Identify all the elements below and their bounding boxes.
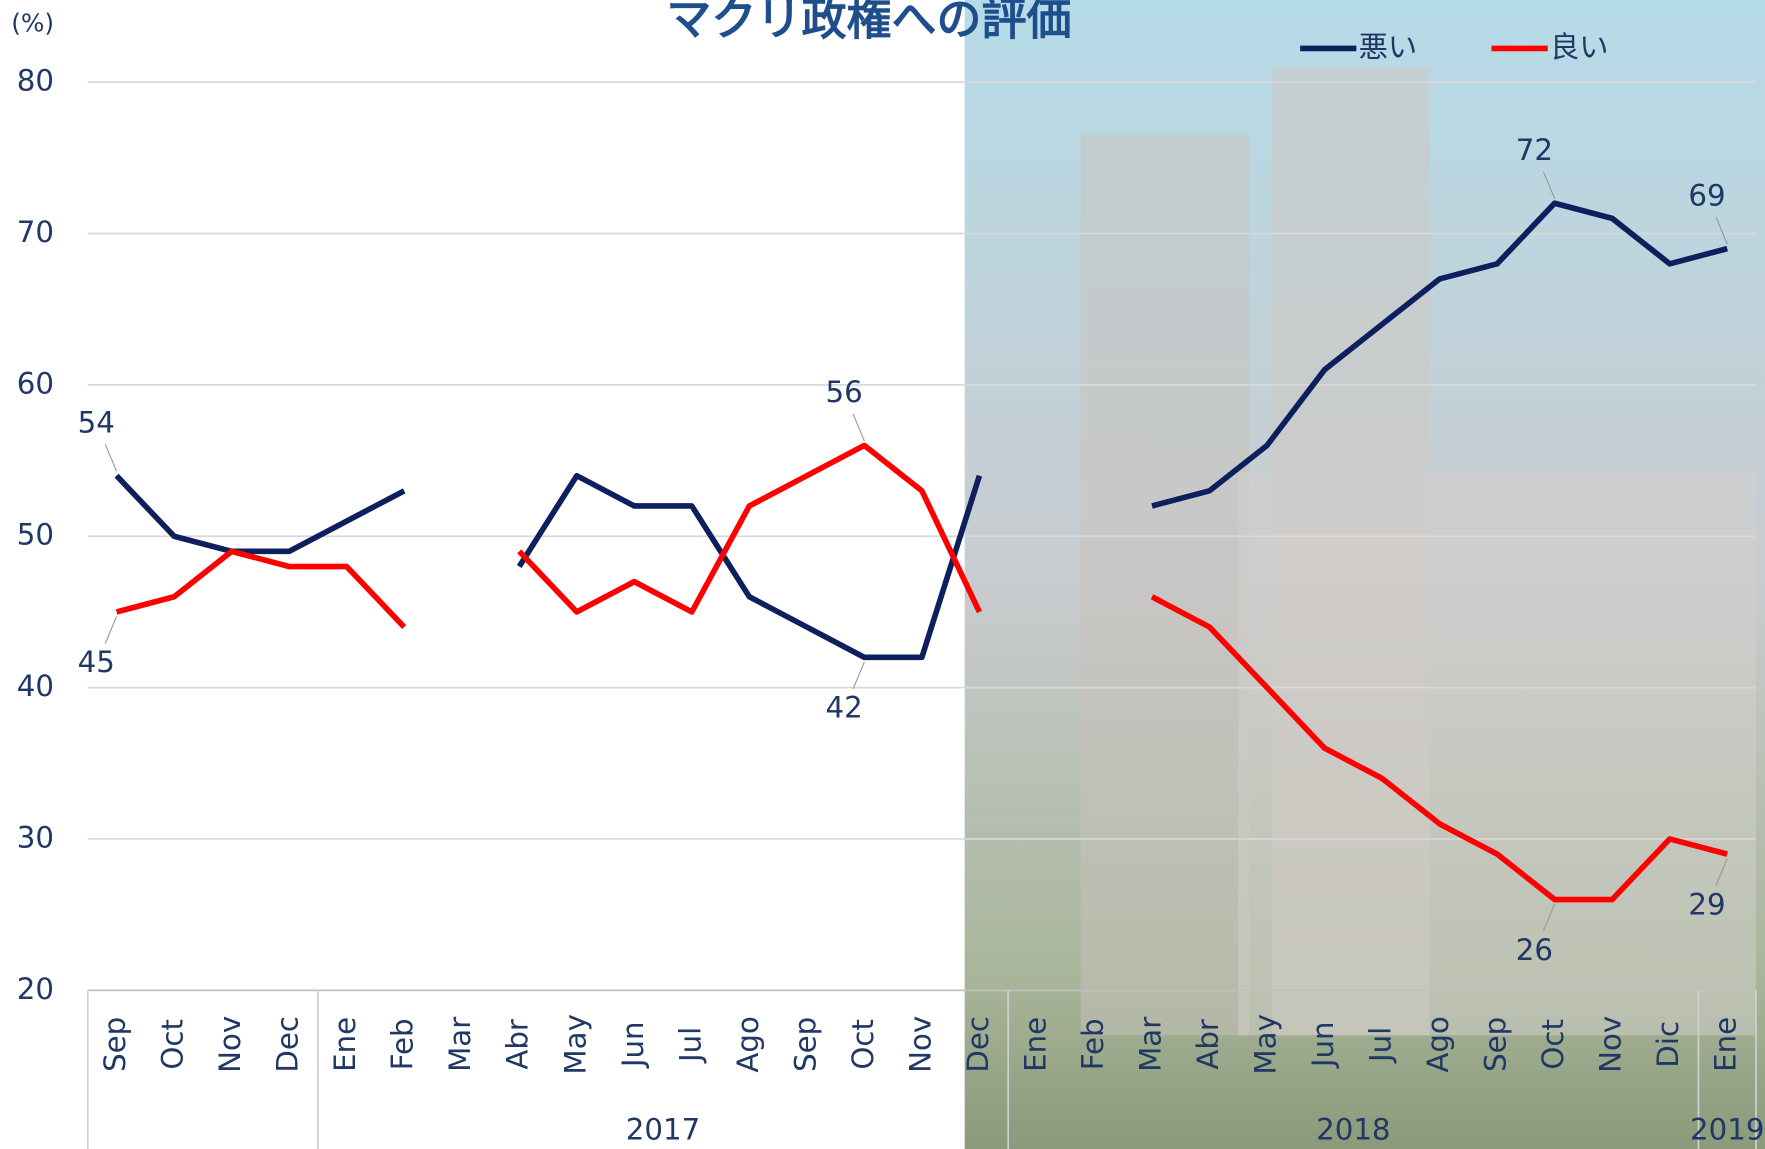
x-tick-label: Abr [1191, 1018, 1225, 1070]
x-tick-label: Ene [1018, 1017, 1052, 1072]
building [1081, 135, 1250, 1035]
data-label: 69 [1688, 178, 1725, 212]
y-tick-label: 20 [17, 972, 54, 1006]
x-tick-label: Jun [616, 1021, 650, 1069]
y-tick-label: 40 [17, 669, 54, 703]
x-tick-label: Jul [673, 1027, 707, 1064]
x-tick-label: Ago [731, 1016, 765, 1072]
x-tick-label: Oct [156, 1019, 190, 1070]
x-tick-label: Oct [1536, 1019, 1570, 1070]
y-tick-label: 60 [17, 366, 54, 400]
x-tick-label: Mar [1133, 1016, 1167, 1072]
x-tick-label: Jul [1364, 1027, 1398, 1064]
building [1238, 473, 1756, 1036]
data-label: 29 [1688, 887, 1725, 921]
group-label: 2017 [626, 1112, 700, 1146]
x-tick-label: Ene [328, 1017, 362, 1072]
data-label: 72 [1516, 133, 1553, 167]
x-tick-label: Sep [1479, 1017, 1513, 1072]
y-tick-label: 80 [17, 64, 54, 98]
x-tick-label: Ago [1421, 1016, 1455, 1072]
x-tick-label: Nov [903, 1016, 937, 1073]
chart: マクリ政権への評価 (%) 20 30 40 50 60 70 80 Sep Oct Nov Dec… [0, 0, 1765, 1149]
data-label: 42 [825, 691, 862, 725]
data-label: 26 [1516, 933, 1553, 967]
leader-line [105, 616, 116, 643]
x-tick-label: Sep [788, 1017, 822, 1072]
x-tick-label: Dec [271, 1016, 305, 1073]
leader-line [105, 444, 116, 471]
x-tick-label: Nov [213, 1016, 247, 1073]
y-tick-label: 50 [17, 518, 54, 552]
y-tick-label: 70 [17, 215, 54, 249]
x-tick-label: Feb [1076, 1018, 1110, 1070]
group-label: 2018 [1316, 1112, 1390, 1146]
x-tick-label: Dic [1651, 1021, 1685, 1068]
x-tick-label: Dec [961, 1016, 995, 1073]
legend-label: 良い [1550, 30, 1609, 64]
x-tick-label: Jun [1306, 1021, 1340, 1069]
data-label: 54 [78, 405, 115, 439]
x-tick-label: Feb [386, 1018, 420, 1070]
x-tick-label: Sep [98, 1017, 132, 1072]
y-unit: (%) [11, 9, 54, 38]
leader-line [853, 414, 864, 441]
x-tick-label: Mar [443, 1016, 477, 1072]
legend-label: 悪い [1359, 30, 1418, 64]
x-tick-label: Nov [1594, 1016, 1628, 1073]
x-tick-label: May [1249, 1014, 1283, 1074]
data-label: 56 [825, 375, 862, 409]
y-tick-label: 30 [17, 820, 54, 854]
data-label: 45 [78, 645, 115, 679]
x-tick-label: May [558, 1014, 592, 1074]
group-label: 2019 [1690, 1112, 1764, 1146]
x-tick-label: Oct [846, 1019, 880, 1070]
x-tick-label: Ene [1709, 1017, 1743, 1072]
x-tick-label: Abr [501, 1018, 535, 1070]
chart-title: マクリ政権への評価 [666, 0, 1071, 46]
leader-line [853, 662, 864, 689]
